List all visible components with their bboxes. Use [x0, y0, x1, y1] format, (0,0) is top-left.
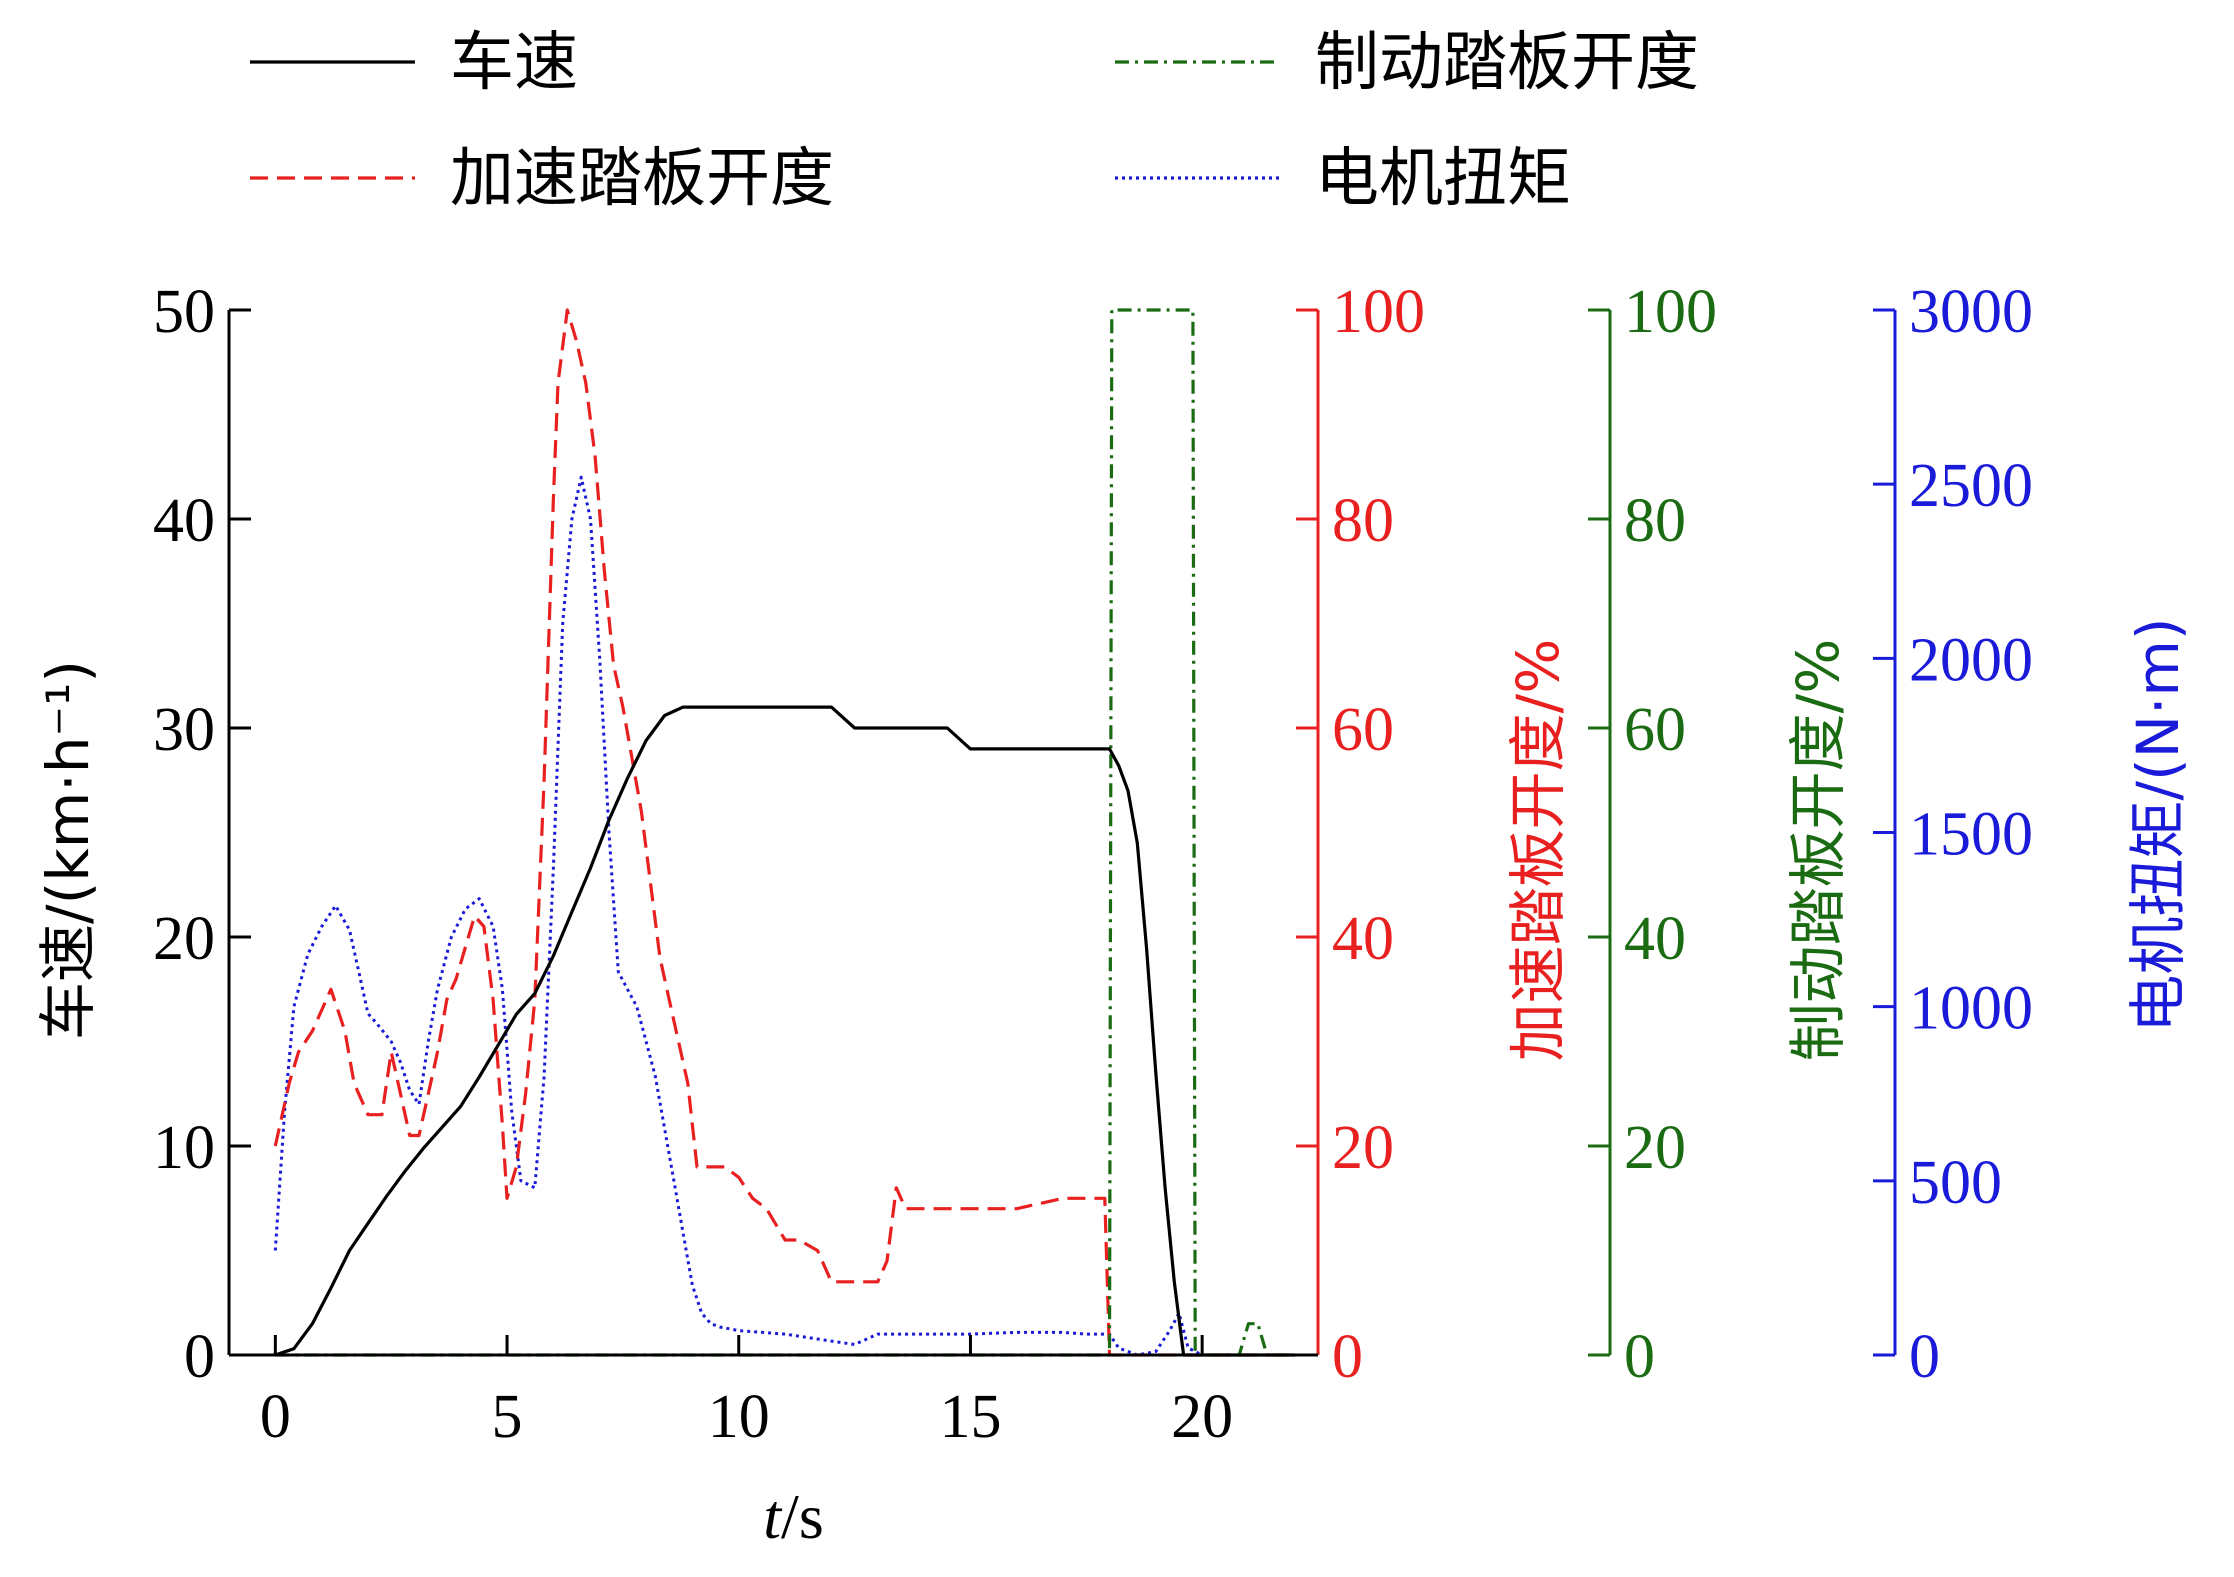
x-tick-label: 0: [260, 1383, 291, 1451]
series-line-accel: [273, 308, 1295, 1357]
y-tick-label-torque: 500: [1909, 1149, 2002, 1217]
y-tick-label-torque: 1500: [1909, 801, 2033, 869]
legend-label-brake: 制动踏板开度: [1315, 26, 1699, 100]
legend-item-speed: 车速: [250, 26, 578, 100]
y-tick-label-speed: 20: [153, 905, 215, 973]
legend-label-speed: 车速: [450, 26, 578, 100]
y-axis-speed: 0 10 20 30 40 50: [153, 278, 251, 1391]
y-tick-label-accel: 20: [1332, 1114, 1394, 1182]
y-tick-label-torque: 0: [1909, 1323, 1940, 1391]
y-tick-label-torque: 1000: [1909, 975, 2033, 1043]
x-tick-label: 5: [492, 1383, 523, 1451]
y-axis-title-brake: 制动踏板开度/%: [1784, 639, 1852, 1062]
y-axis-accel: 0 20 40 60 80 100: [1296, 278, 1425, 1391]
y-tick-label-torque: 2500: [1909, 452, 2033, 520]
series-line-brake: [275, 308, 1295, 1357]
y-axis-title-accel: 加速踏板开度/%: [1504, 639, 1572, 1062]
y-tick-label-brake: 60: [1624, 696, 1686, 764]
legend-label-torque: 电机扭矩: [1315, 142, 1571, 216]
x-axis: 0 5 10 15 20 t/s: [229, 1335, 1318, 1552]
x-tick-label: 10: [708, 1383, 770, 1451]
y-axis-title-torque: 电机扭矩/(N·m): [2124, 617, 2192, 1032]
legend-label-accel: 加速踏板开度: [450, 142, 834, 216]
y-tick-label-speed: 30: [153, 696, 215, 764]
y-tick-label-speed: 50: [153, 278, 215, 346]
y-tick-label-brake: 0: [1624, 1323, 1655, 1391]
series-layer: [273, 308, 1295, 1357]
axes-layer: 0102030405002040608010002040608010005001…: [34, 278, 2192, 1391]
y-axis-brake: 0 20 40 60 80 100: [1588, 278, 1717, 1391]
y-tick-label-brake: 40: [1624, 905, 1686, 973]
x-tick-label: 20: [1171, 1383, 1233, 1451]
y-tick-label-accel: 40: [1332, 905, 1394, 973]
x-axis-title: t/s: [763, 1481, 823, 1552]
y-tick-label-accel: 60: [1332, 696, 1394, 764]
legend-item-accel: 加速踏板开度: [250, 142, 834, 216]
x-tick-label: 15: [939, 1383, 1001, 1451]
y-axis-title-speed: 车速/(km·h⁻¹): [34, 660, 102, 1040]
y-tick-label-accel: 80: [1332, 487, 1394, 555]
y-tick-label-brake: 80: [1624, 487, 1686, 555]
y-tick-label-speed: 10: [153, 1114, 215, 1182]
y-tick-label-brake: 100: [1624, 278, 1717, 346]
legend-item-torque: 电机扭矩: [1115, 142, 1571, 216]
y-tick-label-accel: 0: [1332, 1323, 1363, 1391]
y-tick-label-accel: 100: [1332, 278, 1425, 346]
y-tick-label-speed: 0: [184, 1323, 215, 1391]
legend-item-brake: 制动踏板开度: [1115, 26, 1699, 100]
series-line-torque: [273, 475, 1295, 1357]
y-tick-label-speed: 40: [153, 487, 215, 555]
y-tick-label-torque: 2000: [1909, 626, 2033, 694]
y-tick-label-torque: 3000: [1909, 278, 2033, 346]
y-tick-label-brake: 20: [1624, 1114, 1686, 1182]
y-axis-torque: 0 500 1000 1500 2000 2500 3000: [1873, 278, 2033, 1391]
series-line-speed: [274, 705, 1295, 1357]
